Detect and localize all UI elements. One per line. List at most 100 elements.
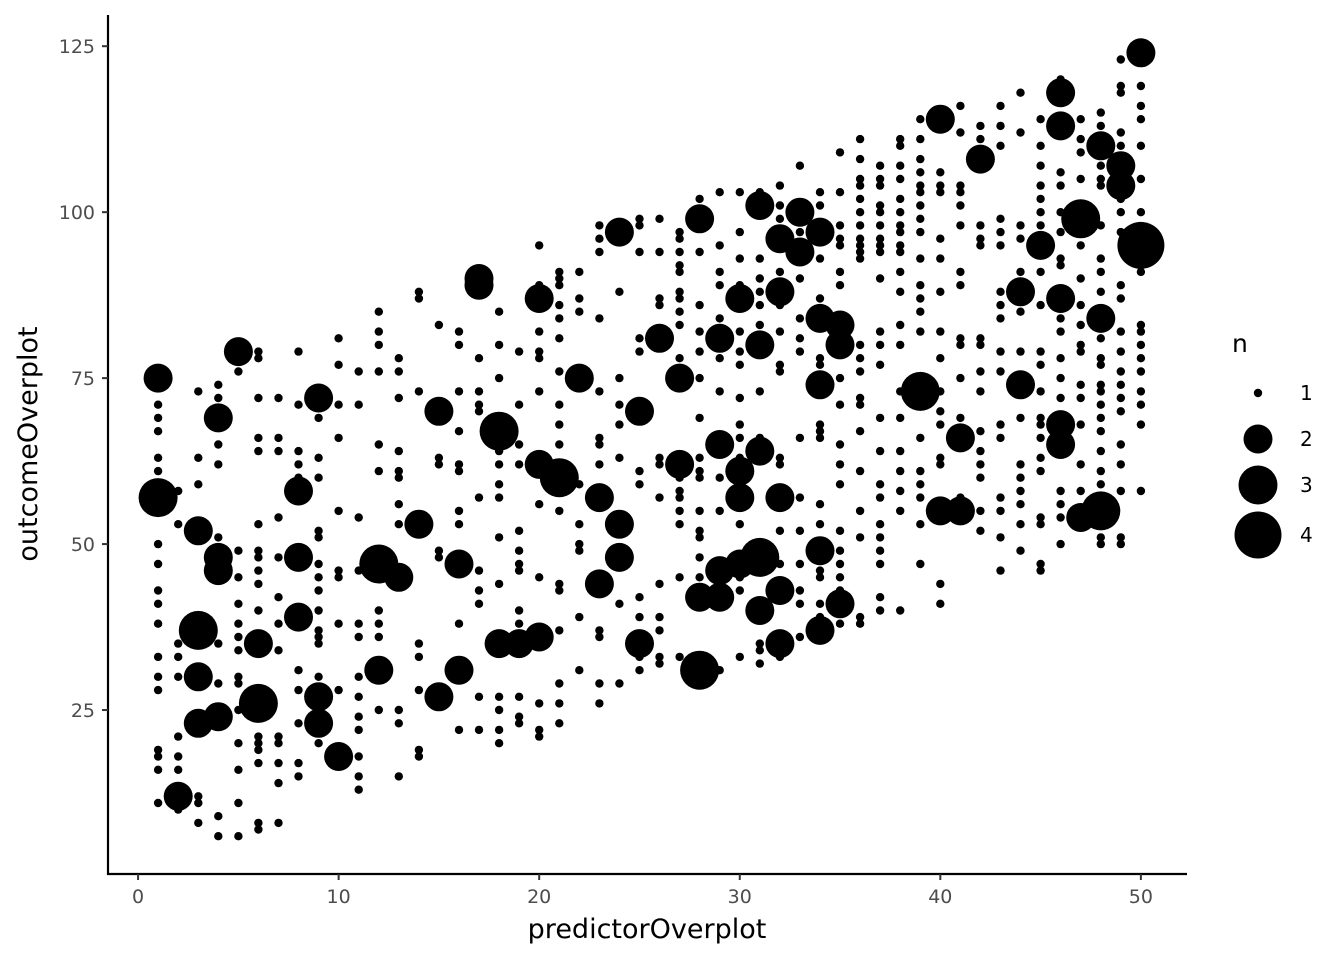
data-point bbox=[1076, 134, 1085, 144]
data-point bbox=[274, 433, 283, 443]
data-point bbox=[735, 254, 744, 263]
data-point bbox=[835, 234, 845, 243]
data-point bbox=[595, 632, 604, 642]
data-point bbox=[354, 367, 363, 376]
data-point bbox=[835, 221, 845, 230]
data-point bbox=[334, 506, 343, 516]
data-point bbox=[334, 360, 343, 369]
data-point bbox=[745, 330, 775, 360]
data-point bbox=[494, 460, 504, 469]
data-point bbox=[474, 599, 484, 608]
data-point bbox=[715, 314, 724, 323]
data-point bbox=[1016, 460, 1025, 469]
data-point bbox=[835, 148, 845, 157]
data-point bbox=[1056, 168, 1065, 177]
data-point bbox=[1116, 407, 1126, 416]
data-point bbox=[996, 241, 1005, 250]
data-point bbox=[444, 549, 474, 579]
data-point bbox=[304, 383, 334, 413]
data-point bbox=[153, 672, 163, 681]
data-point bbox=[1056, 486, 1065, 496]
data-point bbox=[474, 493, 484, 502]
data-point bbox=[153, 798, 163, 808]
data-point bbox=[314, 586, 323, 595]
data-point bbox=[284, 542, 313, 572]
data-point bbox=[795, 433, 805, 443]
data-point bbox=[153, 400, 163, 409]
y-tick-label: 125 bbox=[59, 36, 95, 58]
data-point bbox=[535, 241, 544, 250]
data-point bbox=[875, 493, 885, 502]
data-point bbox=[936, 254, 945, 263]
data-point bbox=[996, 314, 1005, 323]
data-point bbox=[575, 539, 584, 549]
data-point bbox=[1016, 234, 1025, 243]
data-point bbox=[454, 340, 464, 350]
data-point bbox=[635, 221, 644, 230]
data-point bbox=[675, 652, 684, 662]
data-point bbox=[815, 354, 825, 363]
data-point bbox=[1136, 174, 1146, 184]
data-point bbox=[514, 347, 524, 356]
data-point bbox=[715, 387, 724, 396]
data-point bbox=[1136, 320, 1146, 330]
data-point bbox=[715, 241, 724, 250]
data-point bbox=[1016, 473, 1025, 482]
data-point bbox=[1056, 393, 1065, 403]
y-axis-ticks: 25 50 75 100 125 bbox=[59, 36, 108, 722]
data-point bbox=[875, 274, 885, 283]
data-point bbox=[394, 393, 403, 403]
data-point bbox=[855, 619, 865, 628]
data-point bbox=[815, 566, 825, 575]
data-point bbox=[715, 188, 724, 197]
data-point bbox=[916, 168, 925, 177]
data-point bbox=[976, 241, 985, 250]
data-point bbox=[936, 188, 945, 197]
data-point bbox=[1036, 300, 1045, 310]
data-point bbox=[595, 626, 604, 635]
data-point bbox=[294, 446, 303, 456]
data-point bbox=[1136, 400, 1146, 409]
data-point bbox=[765, 629, 795, 659]
data-point bbox=[675, 493, 684, 502]
data-point bbox=[474, 387, 484, 396]
data-point bbox=[314, 559, 323, 569]
data-point bbox=[916, 294, 925, 303]
data-point bbox=[965, 144, 995, 174]
data-point bbox=[304, 708, 334, 738]
data-point bbox=[555, 300, 564, 310]
data-point bbox=[555, 420, 564, 429]
data-point bbox=[835, 480, 845, 489]
data-point bbox=[394, 520, 403, 529]
data-point bbox=[976, 387, 985, 396]
data-point bbox=[234, 573, 243, 582]
data-point bbox=[815, 427, 825, 436]
data-point bbox=[896, 287, 905, 296]
data-point bbox=[735, 453, 744, 462]
data-point bbox=[755, 387, 764, 396]
data-point bbox=[685, 582, 715, 612]
data-point bbox=[234, 646, 243, 655]
data-point bbox=[956, 101, 965, 111]
data-point bbox=[1096, 121, 1106, 131]
data-point bbox=[896, 486, 905, 496]
legend-title: n bbox=[1232, 329, 1248, 358]
data-point bbox=[1076, 300, 1085, 310]
data-point bbox=[254, 818, 263, 828]
data-point bbox=[1036, 420, 1045, 429]
data-point bbox=[795, 526, 805, 535]
data-point bbox=[555, 579, 564, 589]
x-tick-label: 20 bbox=[527, 886, 551, 908]
data-point bbox=[996, 493, 1005, 502]
data-point bbox=[875, 327, 885, 336]
data-point bbox=[655, 612, 664, 622]
data-point bbox=[254, 354, 263, 363]
data-point bbox=[956, 188, 965, 197]
data-point bbox=[1086, 131, 1116, 161]
data-point bbox=[294, 666, 303, 675]
data-point bbox=[514, 566, 524, 575]
data-point bbox=[1117, 221, 1165, 269]
data-point bbox=[555, 334, 564, 343]
points-layer bbox=[138, 38, 1165, 841]
data-point bbox=[575, 666, 584, 675]
